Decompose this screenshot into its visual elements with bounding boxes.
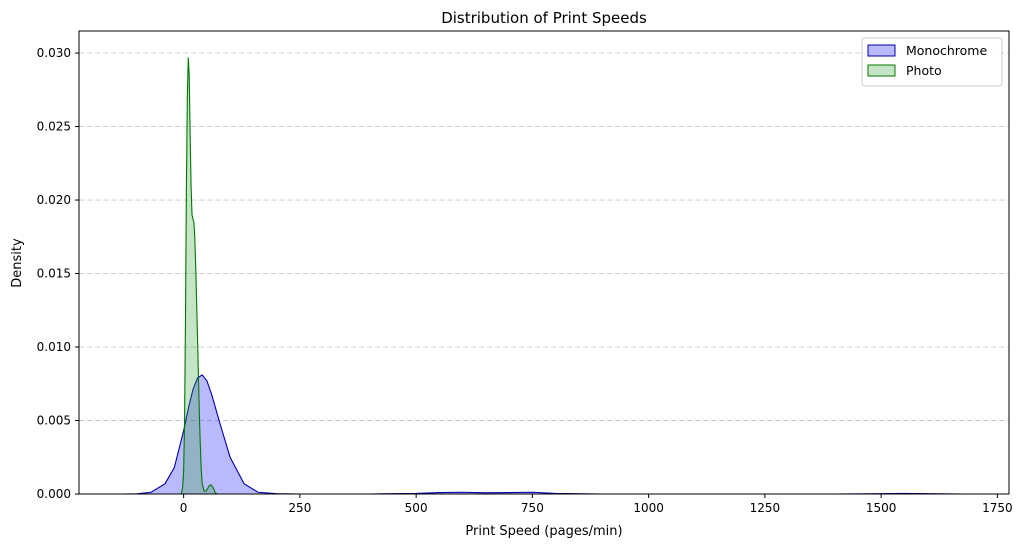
series-line-monochrome xyxy=(123,374,965,495)
plot-area xyxy=(123,57,965,495)
y-tick-label: 0.010 xyxy=(37,340,71,354)
legend-label-monochrome: Monochrome xyxy=(906,43,987,58)
y-tick-label: 0.015 xyxy=(37,267,71,281)
grid-lines xyxy=(79,52,1009,495)
y-tick-label: 0.020 xyxy=(37,193,71,207)
x-axis: 0 250 500 750 1000 1250 1500 1750 xyxy=(180,494,1013,515)
y-tick-label: 0.000 xyxy=(37,487,71,501)
y-axis: 0.000 0.005 0.010 0.015 0.020 0.025 0.030 xyxy=(37,46,79,501)
y-axis-label: Density xyxy=(10,238,25,288)
x-tick-label: 0 xyxy=(180,501,188,515)
x-tick-label: 1000 xyxy=(633,501,664,515)
y-tick-label: 0.005 xyxy=(37,414,71,428)
axes-frame xyxy=(78,30,1010,495)
series-line-photo xyxy=(180,57,218,495)
x-tick-label: 1250 xyxy=(750,501,781,515)
y-tick-label: 0.030 xyxy=(37,46,71,60)
x-tick-label: 1750 xyxy=(982,501,1013,515)
y-tick-label: 0.025 xyxy=(37,120,71,134)
legend-box xyxy=(861,37,1003,87)
x-tick-label: 250 xyxy=(288,501,311,515)
x-tick-label: 750 xyxy=(521,501,544,515)
x-axis-label: Print Speed (pages/min) xyxy=(465,524,622,539)
legend-label-photo: Photo xyxy=(906,63,942,78)
legend-swatch-monochrome xyxy=(867,44,896,57)
chart-title: Distribution of Print Speeds xyxy=(441,9,647,27)
legend: Monochrome Photo xyxy=(861,37,1003,87)
legend-swatch-photo xyxy=(867,64,896,77)
x-tick-label: 1500 xyxy=(866,501,897,515)
series-area-monochrome xyxy=(123,374,965,494)
x-tick-label: 500 xyxy=(405,501,428,515)
